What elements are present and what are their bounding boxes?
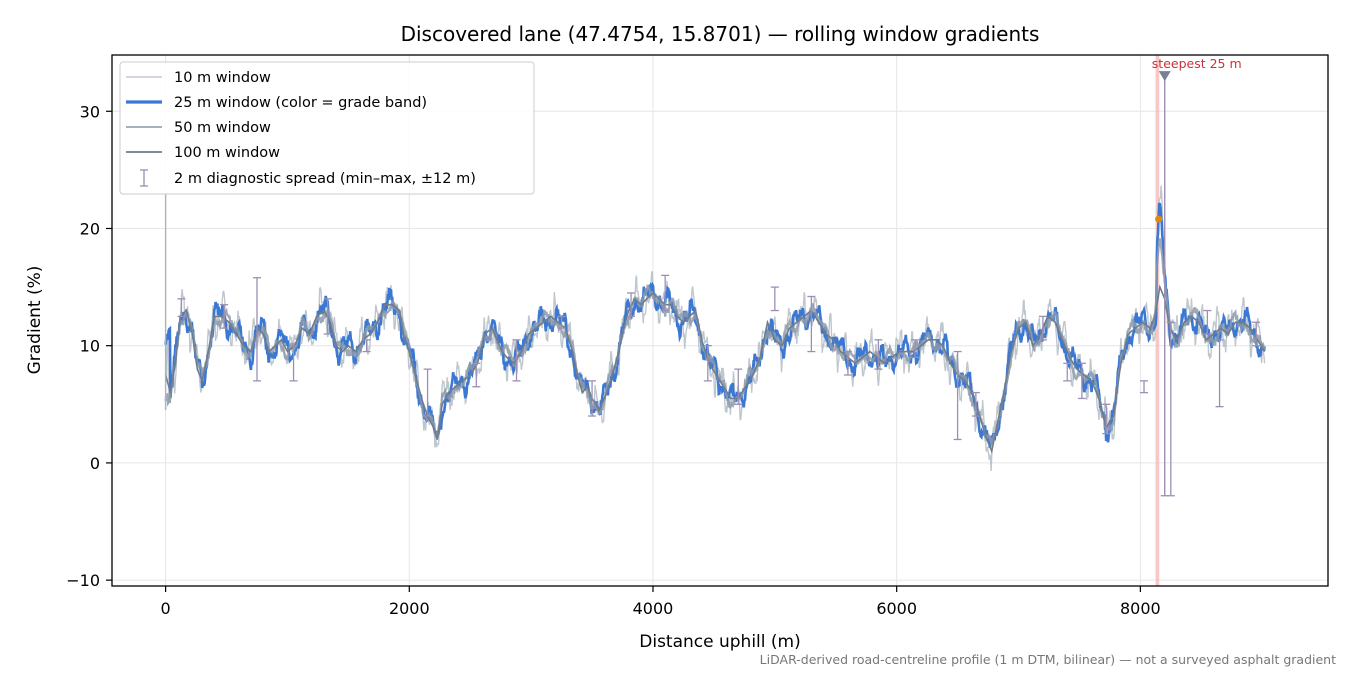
x-tick-label-0: 0 [161, 599, 171, 618]
errorbar-22 [1038, 315, 1047, 341]
errorbar-6 [423, 368, 432, 417]
errorbar-16 [807, 295, 816, 353]
errorbar-19 [910, 339, 919, 359]
errorbar-0 [177, 298, 186, 318]
x-axis-label: Distance uphill (m) [639, 632, 800, 652]
errorbar-7 [472, 362, 481, 388]
x-axis-ticks: 0 2000 4000 6000 8000 [161, 586, 1161, 618]
errorbar-29 [1215, 339, 1224, 408]
plot-frame [111, 54, 1329, 587]
legend-box [119, 61, 535, 195]
errorbar-14 [734, 368, 743, 405]
errorbar-9 [557, 315, 566, 329]
errorbar-3 [289, 345, 298, 382]
errorbar-4 [323, 298, 332, 335]
y-axis-ticks: −10 0 10 20 30 [66, 102, 112, 590]
y-tick-label-4: 30 [80, 102, 100, 121]
errorbar-18 [874, 339, 883, 370]
errorbar-layer [177, 274, 1261, 497]
errorbar-20 [953, 350, 962, 441]
legend-label-errorbar: 2 m diagnostic spread (min–max, ±12 m) [174, 171, 476, 187]
y-tick-label-2: 10 [80, 337, 100, 356]
errorbar-27 [1166, 321, 1175, 497]
errorbar-2 [252, 277, 261, 382]
errorbar-15 [770, 286, 779, 312]
errorbar-1 [220, 304, 229, 329]
steepest-label: steepest 25 m [1152, 56, 1242, 71]
legend: 10 m window 25 m window (color = grade b… [119, 61, 535, 195]
x-tick-label-2: 4000 [633, 599, 674, 618]
highlight-band [1155, 55, 1160, 586]
y-axis-label: Gradient (%) [25, 266, 45, 375]
errorbar-10 [588, 380, 597, 417]
errorbar-26 [1140, 380, 1149, 394]
legend-swatch-errorbar [140, 169, 148, 187]
footnote: LiDAR-derived road-centreline profile (1… [760, 652, 1336, 667]
errorbar-28 [1203, 309, 1212, 335]
steepest-highlight-band [1155, 55, 1160, 586]
y-tick-label-0: −10 [66, 571, 100, 590]
errorbar-12 [661, 274, 670, 312]
errorbar-21 [971, 391, 980, 417]
errorbar-13 [703, 345, 712, 382]
x-tick-label-3: 6000 [876, 599, 917, 618]
chart-title: Discovered lane (47.4754, 15.8701) — rol… [401, 22, 1040, 46]
errorbar-8 [512, 339, 521, 382]
annotation-layer: steepest 25 m [1152, 56, 1242, 497]
legend-label-25m: 25 m window (color = grade band) [174, 95, 427, 111]
errorbar-17 [843, 350, 852, 376]
steepest-marker [1158, 71, 1171, 82]
errorbar-24 [1077, 362, 1086, 400]
x-tick-label-4: 8000 [1120, 599, 1161, 618]
y-tick-label-1: 0 [90, 454, 100, 473]
errorbar-25 [1102, 403, 1111, 435]
legend-label-10m: 10 m window [174, 70, 271, 86]
x-tick-label-1: 2000 [389, 599, 430, 618]
errorbar-30 [1252, 321, 1261, 347]
errorbar-23 [1063, 362, 1072, 382]
legend-label-50m: 50 m window [174, 120, 271, 136]
grade-band-orange-point [1155, 215, 1163, 223]
y-tick-label-3: 20 [80, 219, 100, 238]
legend-label-100m: 100 m window [174, 145, 280, 161]
errorbar-5 [362, 339, 371, 353]
errorbar-11 [627, 292, 636, 318]
